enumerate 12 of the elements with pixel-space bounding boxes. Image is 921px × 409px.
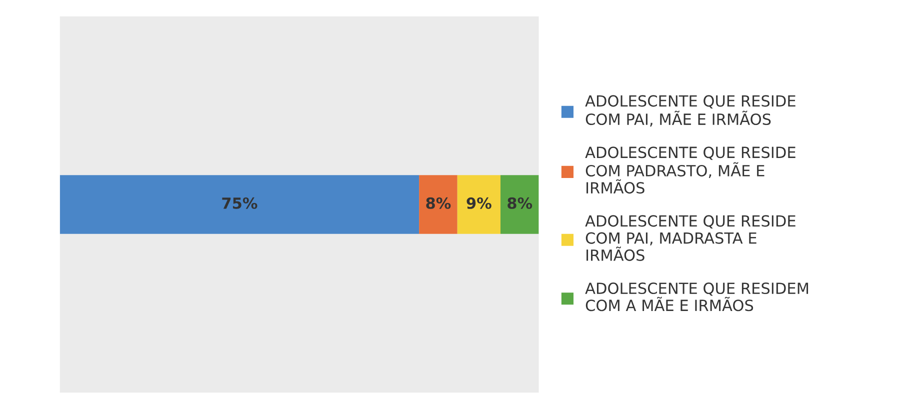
legend-label: ADOLESCENTE QUE RESIDEM COM A MÃE E IRMÃOS bbox=[585, 282, 808, 312]
data-label: 9% bbox=[466, 197, 492, 209]
data-label: 8% bbox=[508, 197, 532, 209]
legend-label: ADOLESCENTE QUE RESIDE COM PADRASTO, MÃE E IRMÃOS bbox=[585, 146, 796, 194]
data-label: 75% bbox=[222, 197, 258, 209]
bar bbox=[60, 175, 420, 234]
legend-label: ADOLESCENTE QUE RESIDE COM PAI, MÃE E IRMÃOS bbox=[585, 95, 796, 127]
bar bbox=[500, 175, 539, 234]
legend-label: ADOLESCENTE QUE RESIDE COM PAI, MADRASTA E IRMÃOS bbox=[585, 215, 796, 261]
data-label: 8% bbox=[426, 197, 451, 209]
bar bbox=[419, 175, 458, 234]
bar bbox=[457, 175, 500, 234]
